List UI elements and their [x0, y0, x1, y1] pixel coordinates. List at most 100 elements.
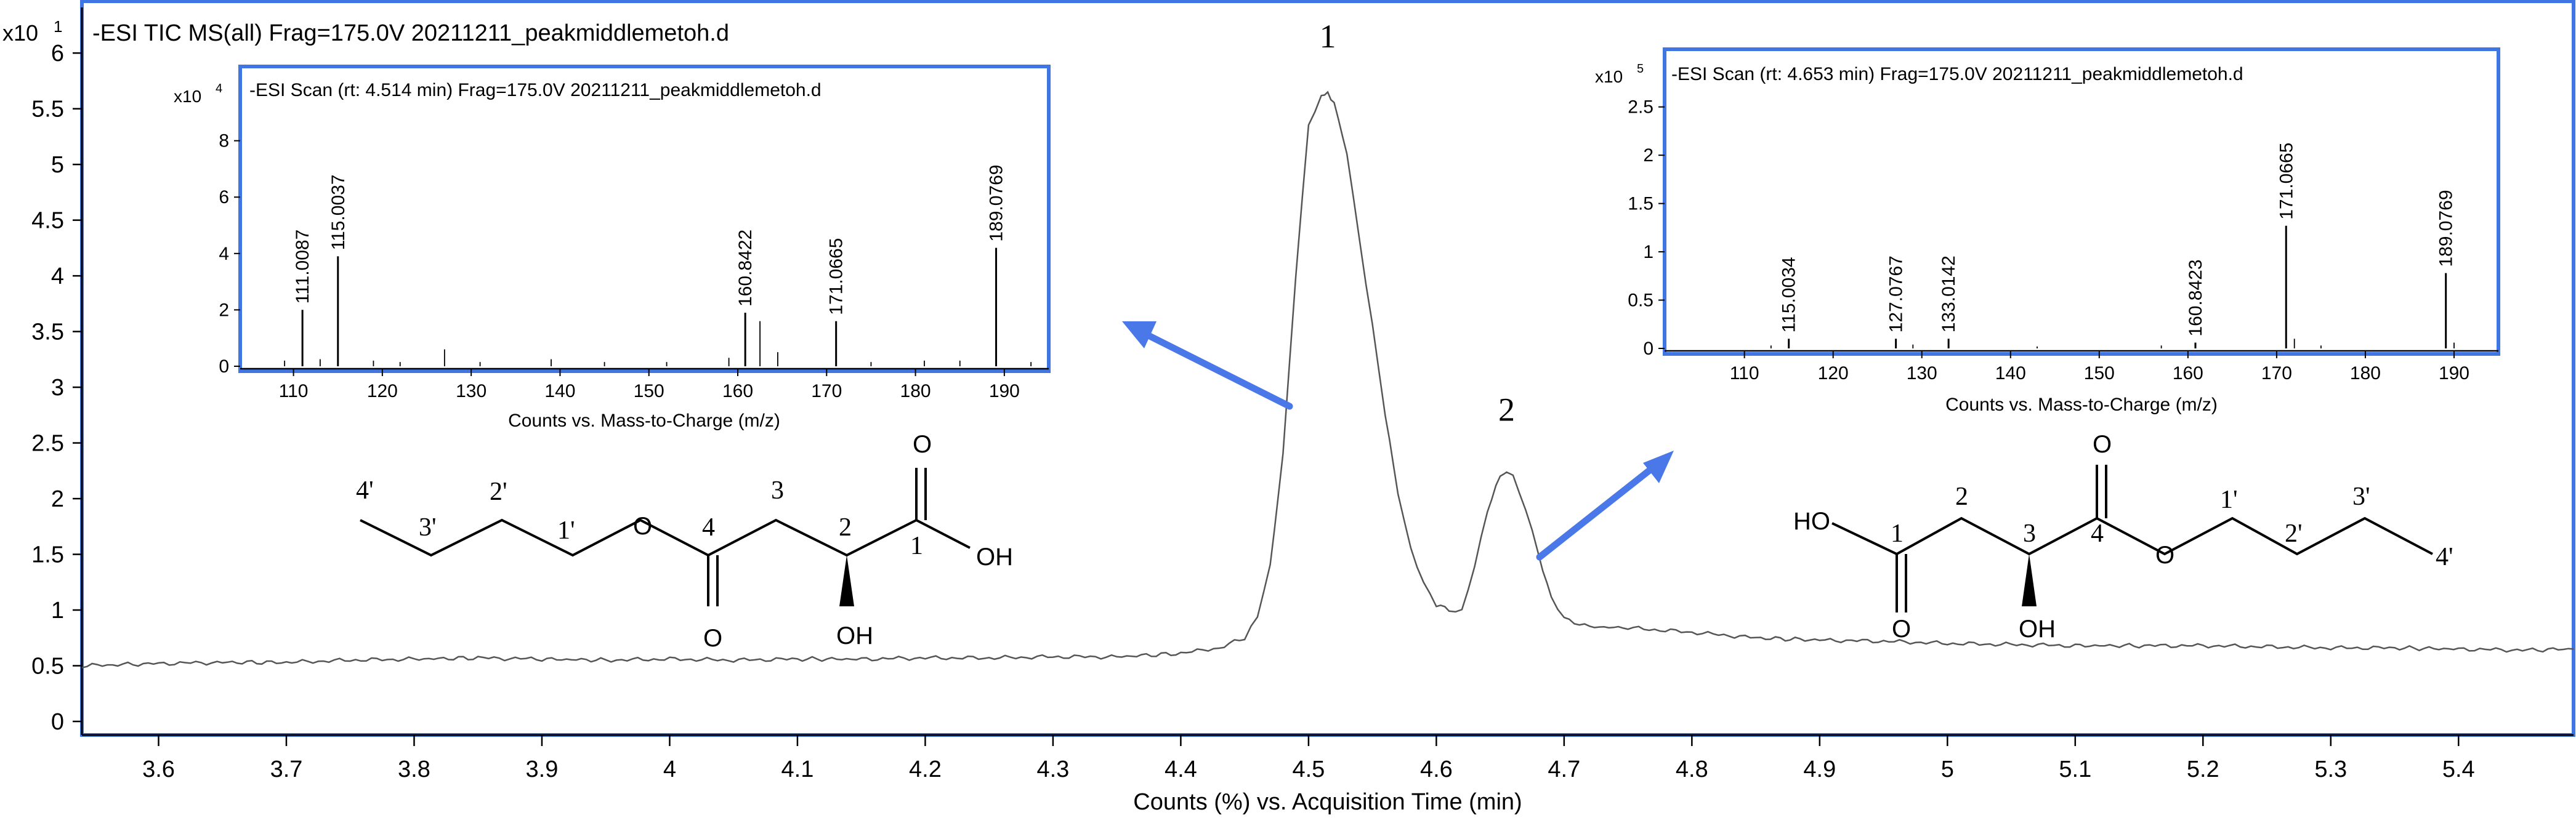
atom-label: O	[2093, 431, 2112, 458]
inset-x-tick-label: 140	[544, 381, 575, 401]
tic-x-tick-label: 5.1	[2059, 757, 2091, 782]
inset-y-tick-label: 6	[219, 187, 229, 207]
tic-y-tick-label: 2	[51, 486, 64, 512]
left-inset-multiplier: x10	[174, 87, 201, 106]
right-structure-chain	[1831, 516, 2433, 556]
left-inset-spectrum: -ESI Scan (rt: 4.514 min) Frag=175.0V 20…	[174, 65, 1051, 431]
atom-label: 3	[2023, 520, 2036, 548]
inset-x-tick-label: 170	[811, 381, 842, 401]
right-inset-multiplier: x10	[1595, 67, 1623, 86]
tic-x-tick-label: 4.7	[1548, 757, 1580, 782]
atom-label: 1'	[557, 516, 575, 545]
tic-x-tick-label: 4.4	[1165, 757, 1197, 782]
tic-x-tick-label: 3.7	[270, 757, 303, 782]
tic-y-tick-label: 4.5	[31, 208, 64, 234]
inset-x-tick-label: 150	[2084, 363, 2115, 383]
tic-x-tick-label: 4.3	[1036, 757, 1069, 782]
atom-label: 4'	[2436, 543, 2453, 571]
right-structure-labels: HO 1 O 2 3 OH 4 O O 1' 2' 3' 4'	[1793, 431, 2453, 643]
atom-label: O	[703, 625, 722, 652]
right-inset-exponent: 5	[1637, 62, 1644, 76]
inset-x-tick-label: 160	[722, 381, 753, 401]
right-wedge-bond	[2022, 554, 2037, 606]
tic-x-tick-label: 4.8	[1676, 757, 1708, 782]
tic-y-tick-label: 2.5	[31, 431, 64, 457]
inset-x-tick-label: 180	[900, 381, 931, 401]
peak-mz-label: 115.0037	[328, 174, 349, 250]
peak-mz-label: 189.0769	[987, 165, 1007, 242]
tic-x-tick-label: 3.6	[142, 757, 175, 782]
atom-label: 1'	[2220, 486, 2238, 514]
tic-x-tick-label: 3.8	[398, 757, 430, 782]
inset-x-tick-label: 120	[1818, 363, 1849, 383]
tic-x-tick-label: 3.9	[526, 757, 559, 782]
inset-x-tick-label: 190	[989, 381, 1020, 401]
left-wedge-bond	[839, 555, 854, 606]
tic-y-tick-label: 1	[51, 598, 64, 624]
right-structure	[1831, 465, 2433, 612]
tic-y-tick-label: 1.5	[31, 542, 64, 568]
left-inset-x-label: Counts vs. Mass-to-Charge (m/z)	[508, 411, 780, 431]
inset-x-tick-label: 180	[2350, 363, 2381, 383]
inset-x-tick-label: 190	[2439, 363, 2469, 383]
tic-y-ticks: 0 0.5 1 1.5 2 2.5 3 3.5 4 4.5 5 5.5 6	[31, 41, 82, 735]
inset-x-tick-label: 110	[279, 381, 309, 401]
peak-labels: 12	[1320, 18, 1515, 428]
peak-mz-label: 127.0767	[1886, 255, 1907, 332]
right-inset-y-ticks: 0 0.5 1 1.5 2 2.5	[1628, 97, 1665, 359]
tic-y-tick-label: 0.5	[31, 654, 64, 680]
peak-mz-label: 160.8422	[735, 230, 756, 307]
left-inset-y-ticks: 0 2 4 6 8	[219, 131, 240, 377]
tic-x-tick-label: 4.5	[1292, 757, 1325, 782]
inset-x-tick-label: 140	[1995, 363, 2026, 383]
tic-x-tick-label: 4.1	[781, 757, 814, 782]
inset-x-tick-label: 130	[1907, 363, 1937, 383]
tic-x-tick-label: 4.6	[1420, 757, 1453, 782]
tic-y-multiplier: x10	[2, 20, 38, 46]
right-inset-frame	[1663, 47, 2500, 356]
atom-label: O	[2155, 542, 2174, 569]
atom-label: 4	[2091, 520, 2104, 548]
right-inset-x-ticks: 110 120 130 140 150 160 170 180 190	[1730, 351, 2469, 383]
peak-mz-label: 171.0665	[826, 238, 847, 315]
tic-x-tick-label: 4	[663, 757, 676, 782]
atom-label: O	[1892, 616, 1911, 643]
inset-y-tick-label: 1	[1643, 242, 1653, 262]
tic-y-tick-label: 3.5	[31, 319, 64, 345]
tic-x-ticks: 3.6 3.7 3.8 3.9 4 4.1 4.2 4.3 4.4 4.5 4.6 4.7 4.8 4.9…	[142, 735, 2475, 782]
left-inset-peaks: 111.0087 115.0037 160.8422 171.0665 189.0769	[284, 165, 1032, 366]
atom-label: OH	[2019, 616, 2056, 643]
peak-label: 2	[1498, 391, 1515, 428]
inset-y-tick-label: 4	[219, 244, 229, 264]
tic-y-tick-label: 0	[51, 709, 64, 735]
atom-label: O	[633, 513, 652, 540]
left-inset-x-ticks: 110 120 130 140 150 160 170 180 190	[279, 369, 1020, 401]
right-inset-peaks: 115.0034 127.0767 133.0142 160.8423 171.0665…	[1770, 143, 2457, 348]
peak-mz-label: 133.0142	[1939, 255, 1959, 332]
right-inset-spectrum: -ESI Scan (rt: 4.653 min) Frag=175.0V 20…	[1595, 47, 2500, 415]
inset-y-tick-label: 1.5	[1628, 194, 1653, 214]
inset-x-tick-label: 150	[634, 381, 664, 401]
inset-x-tick-label: 170	[2261, 363, 2292, 383]
atom-label: 1	[910, 532, 923, 560]
inset-y-tick-label: 2	[219, 300, 229, 320]
left-inset-frame	[238, 65, 1051, 373]
right-inset-x-label: Counts vs. Mass-to-Charge (m/z)	[1945, 395, 2218, 415]
tic-x-tick-label: 5.2	[2187, 757, 2219, 782]
arrow-to-left-inset	[1122, 321, 1293, 410]
atom-label: 4'	[356, 476, 374, 505]
inset-y-tick-label: 0	[219, 356, 229, 377]
tic-trace	[81, 90, 2574, 668]
tic-title: -ESI TIC MS(all) Frag=175.0V 20211211_pe…	[92, 20, 729, 46]
tic-y-tick-label: 6	[51, 41, 64, 66]
atom-label: 2	[1955, 483, 1968, 511]
left-inset-title: -ESI Scan (rt: 4.514 min) Frag=175.0V 20…	[249, 80, 822, 100]
atom-label: 2	[839, 513, 852, 542]
inset-x-tick-label: 130	[456, 381, 487, 401]
peak-label: 1	[1320, 18, 1336, 55]
atom-label: OH	[836, 622, 873, 649]
atom-label: 2'	[2285, 520, 2303, 548]
tic-x-tick-label: 5	[1941, 757, 1954, 782]
peak-mz-label: 115.0034	[1779, 257, 1799, 332]
